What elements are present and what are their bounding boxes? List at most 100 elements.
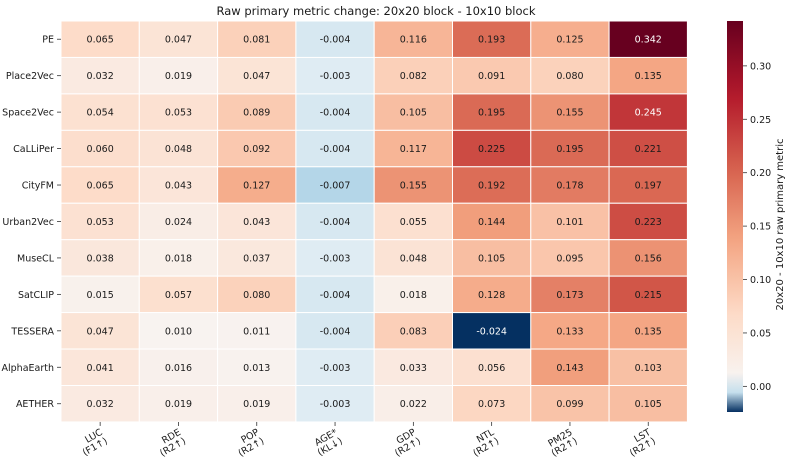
heatmap-cell (373, 166, 454, 204)
cell-value-label: -0.004 (320, 217, 351, 228)
cell-value-label: 0.037 (243, 253, 270, 264)
heatmap-cell (608, 275, 688, 314)
cell-value-label: 0.197 (635, 181, 662, 192)
heatmap-cell (60, 348, 140, 386)
cell-value-label: 0.013 (243, 363, 270, 374)
heatmap-cell (295, 56, 375, 95)
cell-value-label: -0.003 (320, 399, 351, 410)
row-labels: PE Place2Vec Space2Vec CaLLiPer CityFM Urban2… (2, 35, 61, 410)
heatmap-cell (138, 202, 219, 241)
heatmap-cell (452, 56, 532, 95)
cell-value-label: -0.004 (320, 108, 351, 119)
cell-value-label: 0.081 (243, 35, 270, 46)
cell-value-label: 0.221 (635, 144, 662, 155)
cell-value-label: 0.010 (165, 326, 192, 337)
heatmap-cell (138, 20, 219, 58)
cell-value-label: 0.105 (478, 253, 505, 264)
cell-value-label: 0.065 (87, 181, 114, 192)
cell-value-label: 0.089 (243, 108, 270, 119)
row-label: AETHER (16, 399, 54, 410)
cell-value-label: -0.003 (320, 253, 351, 264)
heatmap-cell (217, 385, 297, 423)
heatmap-cell (608, 239, 688, 277)
cell-value-label: 0.047 (165, 35, 192, 46)
heatmap-cell (373, 385, 454, 423)
cell-value-label: 0.038 (87, 253, 114, 264)
heatmap-cell (217, 312, 297, 350)
row-label: Space2Vec (2, 108, 54, 119)
cell-value-label: 0.011 (243, 326, 270, 337)
heatmap-cell (373, 312, 454, 350)
cell-value-label: 0.143 (556, 363, 583, 374)
cell-value-label: 0.155 (400, 181, 427, 192)
cell-value-label: 0.047 (243, 71, 270, 82)
cell-value-label: 0.055 (400, 217, 427, 228)
column-label: NTL(R2↑) (471, 427, 501, 460)
cell-value-label: 0.105 (635, 399, 662, 410)
column-labels: LUC(F1↑) RDE(R2↑) POP(R2↑) AGE*(KL↓) GDP(R2↑… (81, 421, 658, 460)
cell-value-label: 0.053 (87, 217, 114, 228)
cell-value-label: 0.015 (87, 290, 114, 301)
cell-value-label: 0.192 (478, 181, 505, 192)
column-label: LST(R2↑) (628, 427, 658, 459)
heatmap-cell (373, 348, 454, 386)
cell-value-label: 0.060 (87, 144, 114, 155)
cell-value-label: 0.135 (635, 71, 662, 82)
cell-value-label: 0.128 (478, 290, 505, 301)
cell-value-label: 0.092 (243, 144, 270, 155)
heatmap-cell (217, 202, 297, 241)
row-label: PE (42, 35, 54, 46)
heatmap-cell (373, 129, 454, 168)
cell-value-label: 0.048 (165, 144, 192, 155)
cell-value-label: 0.215 (635, 290, 662, 301)
cell-value-label: 0.144 (478, 217, 505, 228)
heatmap-cell (295, 312, 375, 350)
column-label: AGE*(KL↓) (313, 427, 345, 459)
heatmap-cell (138, 93, 219, 131)
cell-value-label: 0.083 (400, 326, 427, 337)
cell-value-label: 0.155 (556, 108, 583, 119)
heatmap-cell (295, 348, 375, 386)
cell-value-label: -0.024 (476, 326, 507, 337)
cell-value-label: 0.193 (478, 35, 505, 46)
cell-value-label: 0.080 (243, 290, 270, 301)
cell-value-label: 0.043 (165, 181, 192, 192)
cell-value-label: 0.223 (635, 217, 662, 228)
chart-title: Raw primary metric change: 20x20 block -… (217, 4, 536, 18)
column-label: LUC(F1↑) (81, 427, 110, 459)
cell-value-label: 0.105 (400, 108, 427, 119)
heatmap-cell (373, 202, 454, 241)
heatmap-cell (452, 93, 532, 131)
cell-value-label: 0.043 (243, 217, 270, 228)
cell-value-label: 0.127 (243, 181, 270, 192)
cell-value-label: -0.007 (320, 181, 351, 192)
cell-value-label: 0.117 (400, 144, 427, 155)
heatmap-cell (295, 385, 375, 423)
cell-value-label: 0.018 (400, 290, 427, 301)
cell-value-label: 0.057 (165, 290, 192, 301)
row-label: TESSERA (10, 326, 54, 337)
cell-value-label: -0.003 (320, 71, 351, 82)
cell-value-label: 0.048 (400, 253, 427, 264)
cell-value-label: 0.019 (165, 71, 192, 82)
cell-value-label: 0.047 (87, 326, 114, 337)
cell-value-label: 0.195 (556, 144, 583, 155)
heatmap-cell (530, 202, 610, 241)
heatmap-cell (530, 348, 610, 386)
heatmap-cell (60, 239, 140, 277)
cell-value-label: -0.004 (320, 144, 351, 155)
heatmap-cell (452, 348, 532, 386)
cell-value-label: 0.225 (478, 144, 505, 155)
heatmap-cell (452, 20, 532, 58)
heatmap-cell (138, 385, 219, 423)
cell-value-label: 0.116 (400, 35, 427, 46)
cell-value-label: 0.022 (400, 399, 427, 410)
cell-value-label: 0.082 (400, 71, 427, 82)
heatmap-cell (608, 312, 688, 350)
cell-value-label: 0.019 (243, 399, 270, 410)
heatmap-cell (217, 239, 297, 277)
colorbar-label: 20x20 - 10x10 raw primary metric (775, 139, 786, 311)
colorbar-tick-label: 0.05 (750, 328, 771, 339)
row-label: CityFM (22, 181, 54, 192)
